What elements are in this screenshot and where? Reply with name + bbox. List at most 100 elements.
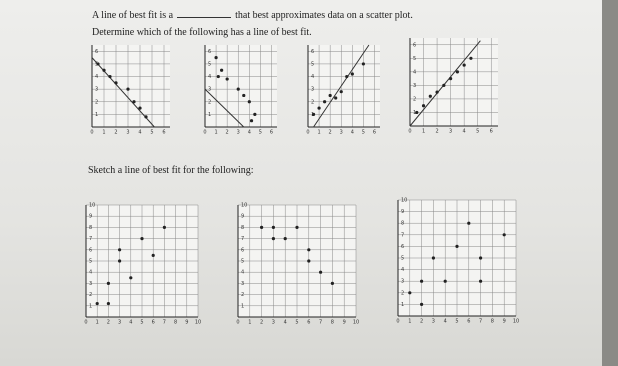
data-point — [428, 94, 432, 98]
data-point — [339, 90, 343, 94]
question-before: A line of best fit is a — [92, 10, 174, 21]
plot-bg — [308, 45, 380, 127]
x-tick-label: 9 — [343, 320, 346, 326]
y-tick-label: 1 — [413, 110, 416, 116]
y-tick-label: 4 — [241, 270, 244, 276]
data-point — [455, 70, 459, 74]
x-tick-label: 2 — [329, 130, 332, 136]
x-tick-label: 3 — [126, 130, 129, 136]
data-point — [126, 87, 130, 91]
x-tick-label: 3 — [432, 319, 435, 325]
x-tick-label: 3 — [272, 320, 275, 326]
data-point — [271, 225, 275, 229]
data-point — [442, 83, 446, 87]
x-tick-label: 10 — [353, 320, 359, 326]
data-point — [330, 281, 334, 285]
x-tick-label: 5 — [476, 129, 479, 135]
data-point — [162, 225, 166, 229]
data-point — [420, 302, 424, 306]
data-point — [242, 93, 246, 98]
y-tick-label: 2 — [311, 99, 314, 105]
y-tick-label: 9 — [89, 214, 92, 220]
y-tick-label: 6 — [241, 247, 244, 253]
data-point — [319, 270, 323, 274]
data-point — [106, 281, 110, 285]
fit-line — [409, 40, 481, 127]
data-point — [216, 74, 220, 79]
y-tick-label: 10 — [89, 203, 95, 209]
y-tick-label: 10 — [241, 203, 247, 209]
y-tick-label: 1 — [208, 112, 211, 118]
x-tick-label: 6 — [307, 320, 310, 326]
y-tick-label: 1 — [89, 303, 92, 309]
x-tick-label: 2 — [420, 319, 423, 325]
x-tick-label: 5 — [259, 130, 262, 136]
x-tick-label: 8 — [331, 320, 334, 326]
data-point — [271, 237, 275, 241]
data-point — [479, 279, 483, 283]
data-point — [462, 63, 466, 67]
y-tick-label: 3 — [241, 281, 244, 287]
y-tick-label: 4 — [208, 74, 211, 80]
x-tick-label: 5 — [455, 319, 458, 325]
data-point — [102, 68, 106, 72]
data-point — [236, 87, 240, 91]
y-tick-label: 4 — [95, 74, 98, 80]
y-tick-label: 3 — [413, 83, 416, 89]
y-tick-label: 2 — [89, 292, 92, 298]
x-tick-label: 8 — [491, 319, 494, 325]
data-point — [408, 291, 412, 295]
data-point — [334, 96, 338, 100]
y-tick-label: 3 — [95, 87, 98, 93]
y-tick-label: 6 — [89, 247, 92, 253]
data-point — [479, 256, 483, 260]
fit-line — [204, 88, 245, 128]
data-point — [118, 259, 122, 263]
data-point — [220, 68, 224, 72]
data-point — [151, 253, 155, 257]
y-tick-label: 7 — [401, 232, 404, 238]
x-tick-label: 5 — [140, 320, 143, 326]
x-tick-label: 3 — [118, 320, 121, 326]
x-tick-label: 2 — [226, 130, 229, 136]
y-tick-label: 5 — [401, 256, 404, 262]
x-tick-label: 0 — [306, 130, 309, 136]
data-point — [328, 93, 332, 98]
data-point — [132, 100, 136, 104]
data-point — [249, 119, 254, 123]
x-tick-label: 2 — [435, 129, 438, 135]
y-tick-label: 8 — [401, 221, 404, 227]
data-point — [283, 237, 287, 241]
data-point — [295, 225, 299, 229]
data-point — [138, 106, 142, 110]
data-point — [323, 100, 327, 104]
x-tick-label: 5 — [295, 320, 298, 326]
data-point — [307, 259, 311, 263]
y-tick-label: 2 — [413, 96, 416, 102]
y-tick-label: 8 — [89, 225, 92, 231]
answer-blank — [177, 8, 232, 18]
x-tick-label: 2 — [260, 320, 263, 326]
data-point — [420, 279, 424, 283]
x-tick-label: 8 — [174, 320, 177, 326]
plot-bg — [92, 45, 170, 127]
y-tick-label: 1 — [95, 112, 98, 118]
x-tick-label: 7 — [163, 320, 166, 326]
x-tick-label: 1 — [102, 130, 105, 136]
x-tick-label: 0 — [203, 130, 206, 136]
y-tick-label: 3 — [401, 279, 404, 285]
y-tick-label: 7 — [89, 236, 92, 242]
data-point — [108, 74, 112, 79]
data-point — [118, 248, 122, 252]
y-tick-label: 6 — [401, 244, 404, 250]
x-tick-label: 10 — [195, 320, 201, 326]
data-point — [435, 90, 439, 94]
x-tick-label: 3 — [449, 129, 452, 135]
x-tick-label: 9 — [503, 319, 506, 325]
x-tick-label: 0 — [236, 320, 239, 326]
data-point — [129, 276, 133, 280]
x-tick-label: 6 — [152, 320, 155, 326]
x-tick-label: 7 — [319, 320, 322, 326]
data-point — [144, 115, 148, 119]
